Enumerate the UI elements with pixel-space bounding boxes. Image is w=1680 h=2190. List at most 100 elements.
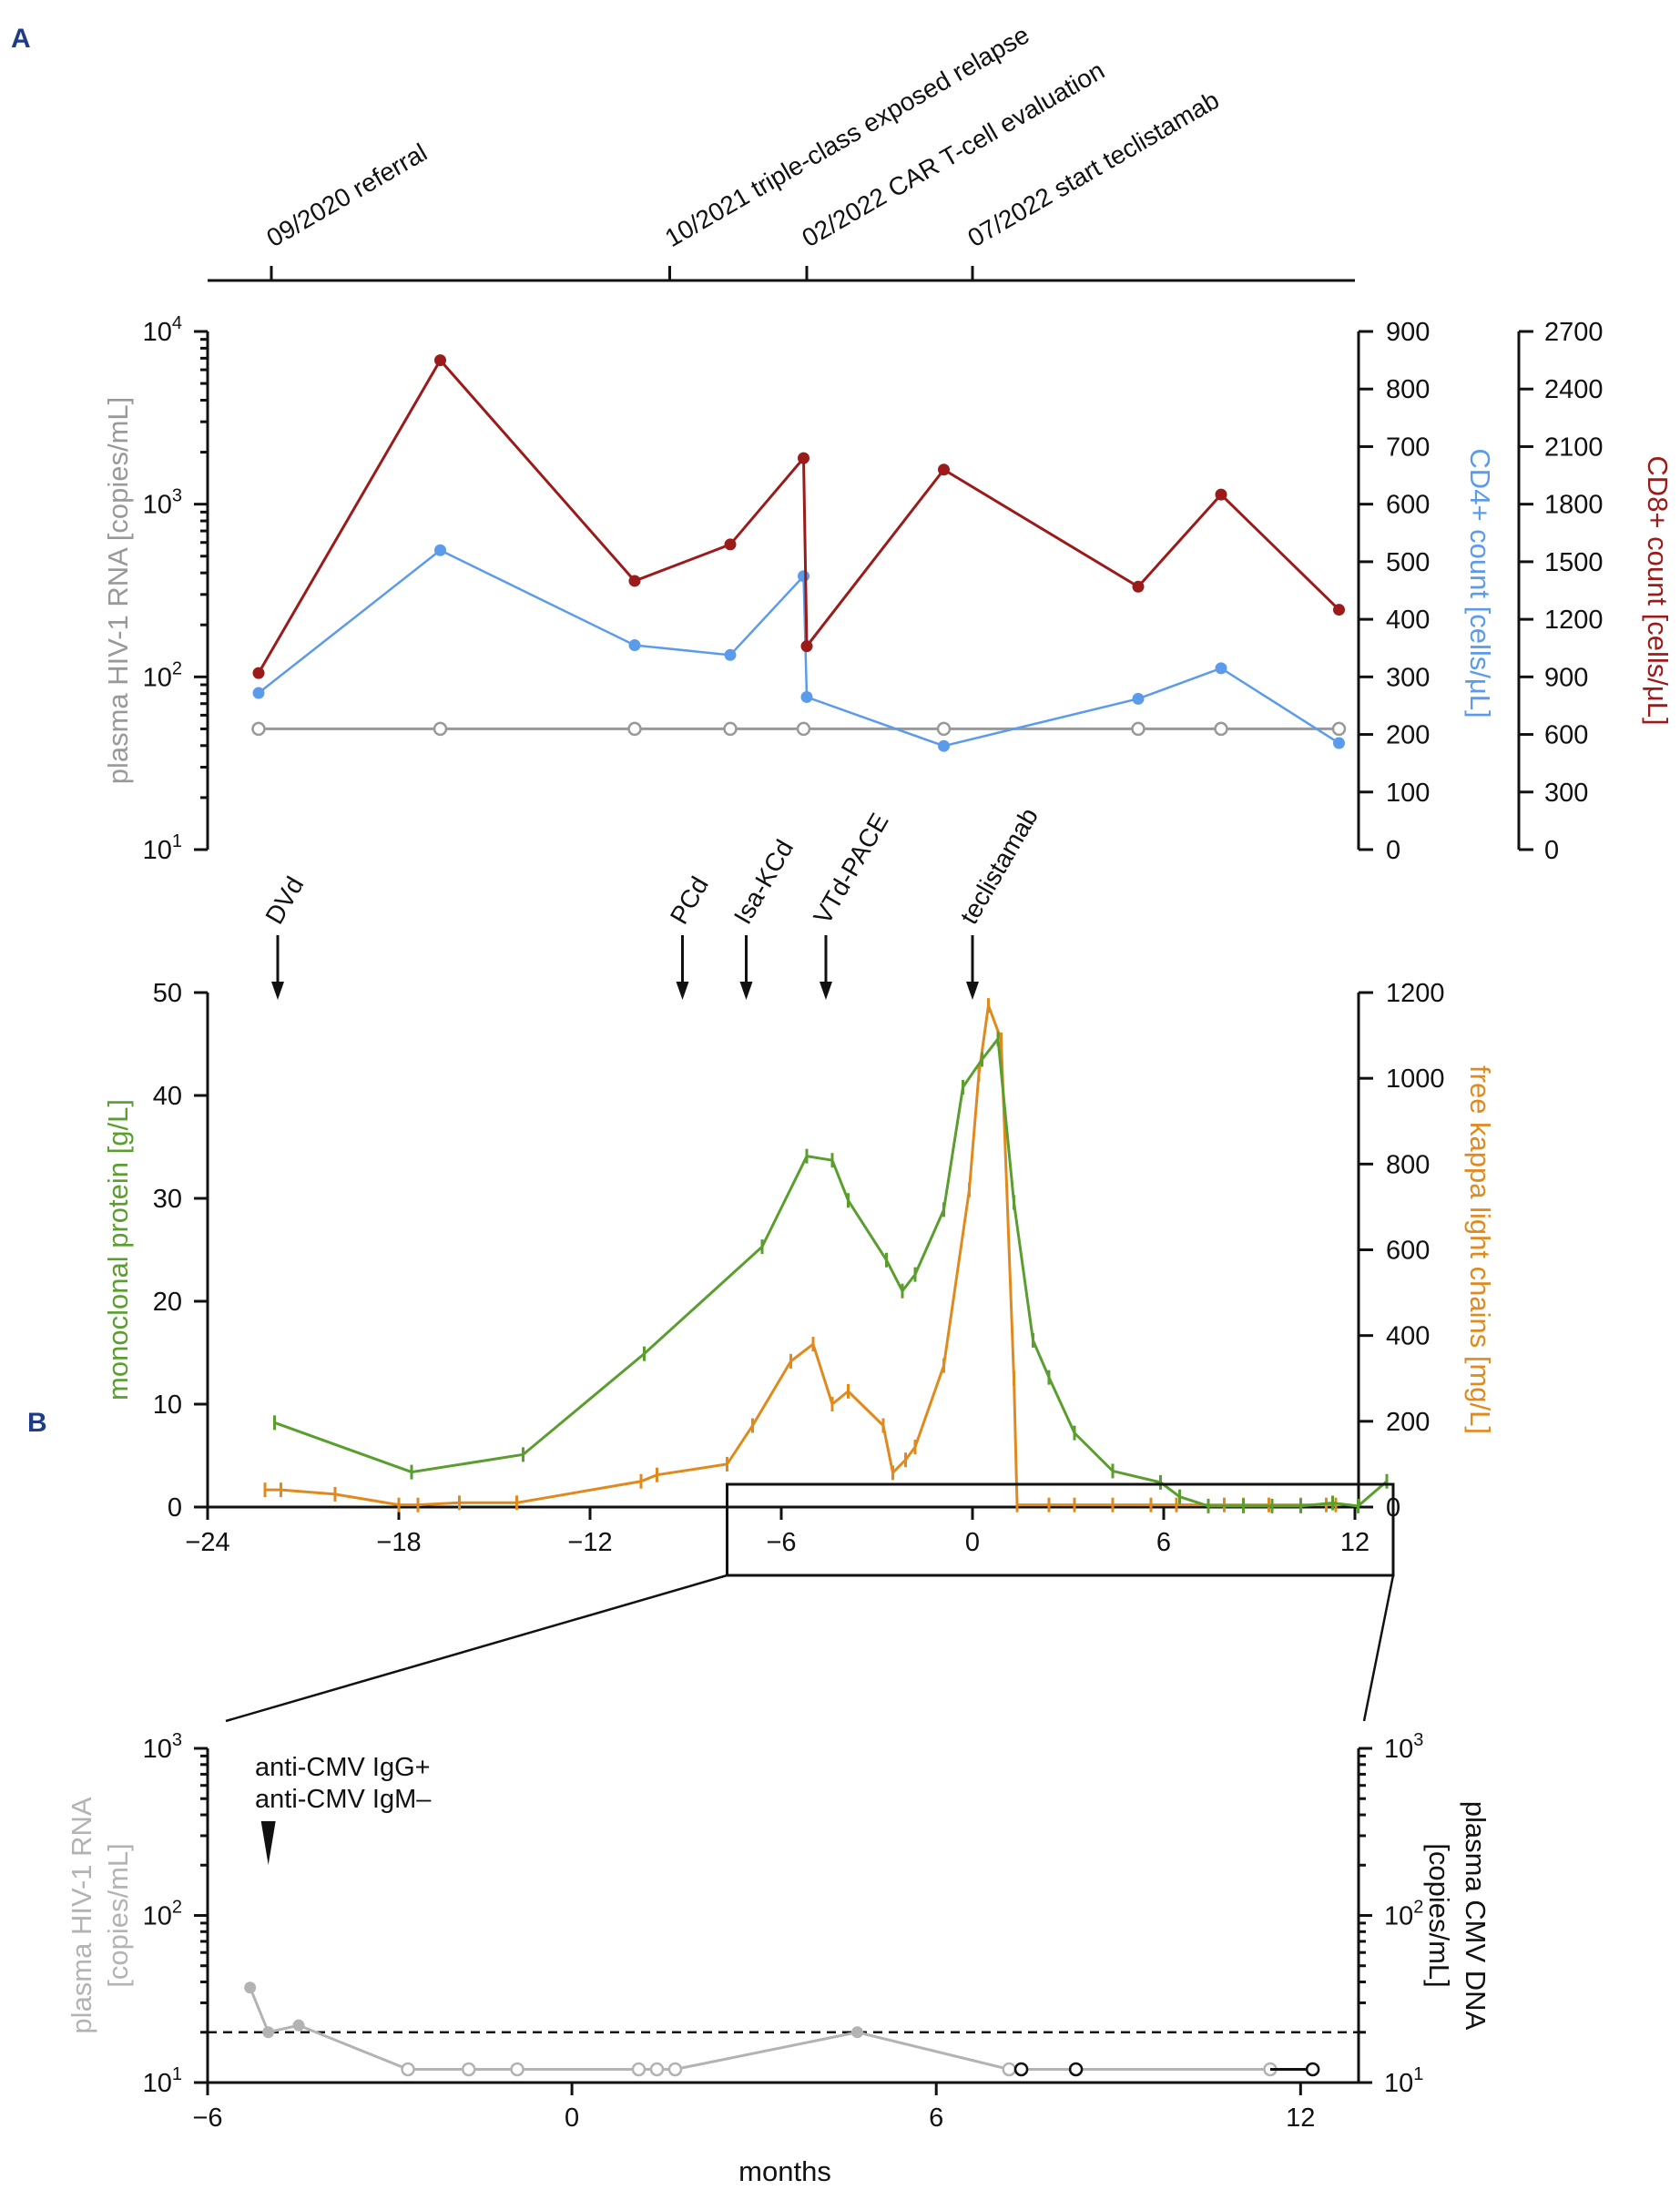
cd4-tick-label: 700 bbox=[1386, 433, 1430, 462]
hiv-rna-tick-label: 101 bbox=[143, 831, 182, 865]
months-tick-label: 6 bbox=[1156, 1528, 1171, 1557]
kappa-tick-label: 1000 bbox=[1386, 1064, 1445, 1094]
cmv-hiv-detected-point bbox=[292, 2019, 305, 2032]
cmv-hiv-lloq-point bbox=[401, 2062, 415, 2077]
months-tick-label: −6 bbox=[766, 1528, 796, 1557]
zoom-connector-left bbox=[225, 1574, 728, 1723]
treatment-arrow-head bbox=[966, 982, 979, 1000]
cd4-tick-label: 400 bbox=[1386, 606, 1430, 635]
treatment-arrow-head bbox=[271, 982, 284, 1000]
cd4-point bbox=[252, 687, 265, 699]
treatment-arrow-head bbox=[676, 982, 689, 1000]
zoom-box bbox=[726, 1482, 1395, 1577]
hiv-rna-tick-label: 102 bbox=[143, 658, 182, 692]
hiv-rna-tick-label: 103 bbox=[143, 486, 182, 520]
hiv-rna-point bbox=[936, 721, 952, 737]
months-tick-label: −12 bbox=[567, 1528, 612, 1557]
cmv-months-tick-label: 6 bbox=[929, 2103, 943, 2133]
treatment-arrow-head bbox=[820, 982, 832, 1000]
cd8-point bbox=[798, 452, 809, 464]
cmv-hiv-axis-title-line1: plasma HIV-1 RNA bbox=[66, 1797, 97, 2033]
cd8-line bbox=[257, 358, 1340, 674]
cd4-point bbox=[724, 648, 737, 661]
cmv-annotation-line2: anti-CMV IgM– bbox=[255, 1785, 432, 1814]
panel-label-a: A bbox=[11, 24, 31, 54]
cmv-hiv-tick-label: 101 bbox=[143, 2064, 182, 2098]
monoclonal-protein-tick-label: 10 bbox=[153, 1390, 182, 1420]
cd8-tick-label: 600 bbox=[1544, 721, 1588, 750]
cmv-dna-axis-title-line1: plasma CMV DNA bbox=[1460, 1801, 1492, 2031]
cd8-point bbox=[938, 463, 950, 476]
cd4-point bbox=[1333, 737, 1345, 749]
cd4-tick-label: 600 bbox=[1386, 491, 1430, 520]
cd8-point bbox=[628, 575, 641, 587]
hiv-rna-point bbox=[1131, 721, 1145, 737]
treatment-label: DVd bbox=[260, 871, 309, 929]
cd8-point bbox=[1132, 580, 1145, 593]
kappa-tick-label: 800 bbox=[1386, 1150, 1430, 1179]
cd4-point bbox=[1215, 662, 1227, 675]
treatment-label: VTd-PACE bbox=[808, 809, 893, 929]
cmv-months-tick-label: −6 bbox=[192, 2103, 222, 2133]
cd8-tick-label: 2100 bbox=[1544, 433, 1604, 462]
hiv-rna-axis-title: plasma HIV-1 RNA [copies/mL] bbox=[102, 397, 134, 785]
cmv-months-tick-label: 0 bbox=[565, 2103, 579, 2133]
cd4-tick-label: 900 bbox=[1386, 318, 1430, 347]
cmv-dna-tick-label: 102 bbox=[1384, 1898, 1423, 1931]
cd4-point bbox=[800, 690, 813, 703]
cmv-dna-tick-label: 103 bbox=[1384, 1730, 1423, 1764]
cmv-xlabel: months bbox=[738, 2155, 831, 2187]
cmv-months-tick-label: 12 bbox=[1286, 2103, 1315, 2133]
cd4-tick-label: 0 bbox=[1386, 836, 1400, 865]
cd4-point bbox=[1132, 692, 1145, 705]
cmv-hiv-lloq-point bbox=[461, 2062, 476, 2077]
monoclonal-protein-axis-title: monoclonal protein [g/L] bbox=[102, 1099, 134, 1401]
cmv-hiv-detected-point bbox=[244, 1981, 257, 1994]
cmv-hiv-lloq-point bbox=[631, 2062, 647, 2077]
months-tick-label: 0 bbox=[965, 1528, 980, 1557]
cd8-point bbox=[434, 354, 446, 367]
treatment-label: teclistamab bbox=[954, 803, 1044, 929]
hiv-rna-point bbox=[251, 721, 266, 737]
hiv-rna-point bbox=[433, 721, 448, 737]
cd8-axis-title: CD8+ count [cells/μL] bbox=[1642, 455, 1674, 725]
monoclonal-protein-line bbox=[273, 1034, 1388, 1508]
cd4-point bbox=[938, 739, 950, 752]
cmv-hiv-tick-label: 103 bbox=[143, 1730, 182, 1764]
cmv-chart: 101 101 102 102 103 103 −6 0 6 12 months plasma HIV… bbox=[66, 1730, 1492, 2187]
cmv-hiv-line bbox=[249, 1987, 1270, 2071]
cd4-axis-title: CD4+ count [cells/μL] bbox=[1464, 448, 1496, 718]
cmv-hiv-tick-label: 102 bbox=[143, 1898, 182, 1931]
cd4-tick-label: 100 bbox=[1386, 779, 1430, 808]
monoclonal-protein-tick-label: 30 bbox=[153, 1185, 182, 1214]
hiv-rna-point bbox=[1331, 721, 1347, 737]
cd8-point bbox=[252, 667, 265, 679]
kappa-tick-label: 600 bbox=[1386, 1237, 1430, 1266]
kappa-tick-label: 400 bbox=[1386, 1322, 1430, 1351]
treatment-label: Isa-KCd bbox=[728, 835, 799, 929]
monoclonal-protein-tick-label: 0 bbox=[168, 1493, 182, 1523]
panel-label-b: B bbox=[27, 1408, 47, 1438]
cmv-hiv-axis-title-line2: [copies/mL] bbox=[102, 1843, 134, 1988]
cmv-annotation-arrow bbox=[260, 1821, 276, 1865]
zoom-connector bbox=[225, 1574, 1395, 1723]
cmv-dna-point bbox=[1013, 2062, 1029, 2077]
cmv-hiv-lloq-point bbox=[510, 2062, 524, 2077]
paraprotein-chart: DVd PCd Isa-KCd VTd-PACE teclistamab 0 10 20 30 4… bbox=[102, 803, 1496, 1577]
cd8-tick-label: 0 bbox=[1544, 836, 1559, 865]
cd4-line bbox=[258, 548, 1340, 748]
monoclonal-protein-tick-label: 40 bbox=[153, 1082, 182, 1111]
cd4-point bbox=[434, 544, 446, 556]
hiv-rna-point bbox=[627, 721, 642, 737]
cmv-hiv-lloq-point bbox=[649, 2062, 665, 2077]
cd8-point bbox=[1215, 488, 1227, 501]
cd4-tick-label: 200 bbox=[1386, 721, 1430, 750]
hiv-rna-point bbox=[723, 721, 738, 737]
cd8-point bbox=[800, 640, 813, 653]
cmv-annotation-line1: anti-CMV IgG+ bbox=[255, 1753, 431, 1782]
hiv-rna-point bbox=[1214, 721, 1228, 737]
hiv-rna-point bbox=[796, 721, 811, 737]
months-tick-label: −18 bbox=[376, 1528, 421, 1557]
cd4-tick-label: 500 bbox=[1386, 548, 1430, 577]
